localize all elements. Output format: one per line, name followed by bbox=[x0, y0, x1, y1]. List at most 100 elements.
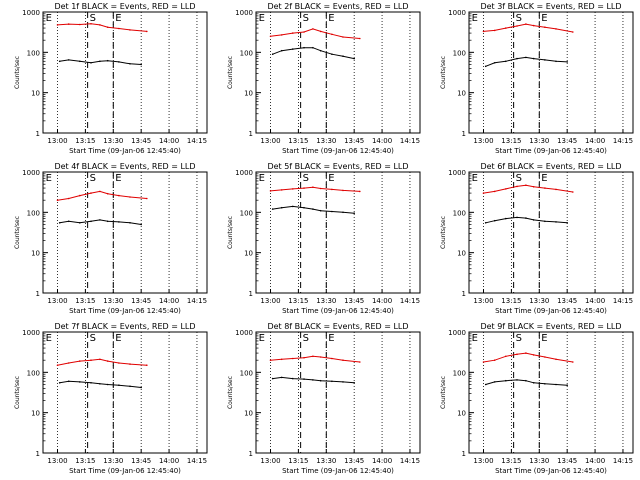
plot-frame bbox=[255, 171, 421, 294]
lld-data-point bbox=[331, 33, 333, 36]
x-tick-label: 13:00 bbox=[47, 297, 67, 305]
lld-data-point bbox=[482, 30, 485, 33]
lld-data-point bbox=[280, 358, 283, 361]
y-axis-label: Counts/sec bbox=[227, 216, 234, 249]
x-tick-label: 13:00 bbox=[473, 457, 493, 465]
events-data-point bbox=[525, 379, 527, 382]
events-data-point bbox=[319, 379, 322, 382]
y-tick-label: 1 bbox=[462, 130, 466, 138]
events-data-point bbox=[312, 208, 314, 210]
lld-data-point bbox=[572, 361, 574, 363]
events-data-point bbox=[106, 59, 109, 62]
lld-series-line bbox=[57, 190, 147, 201]
events-data-point bbox=[505, 217, 507, 220]
x-tick-label: 14:00 bbox=[159, 137, 179, 145]
chart-panel-3: Det 3f BLACK = Events, RED = LLD 1 10 100 10… bbox=[440, 2, 634, 155]
events-data-point bbox=[99, 383, 101, 385]
y-tick-label: 100 bbox=[27, 209, 40, 217]
x-tick-label: 13:30 bbox=[529, 297, 549, 305]
lld-data-point bbox=[516, 25, 518, 27]
x-tick-label: 14:15 bbox=[187, 297, 207, 305]
lld-data-point bbox=[67, 197, 70, 200]
events-data-point bbox=[342, 381, 344, 383]
lld-data-point bbox=[312, 186, 314, 188]
events-data-point bbox=[516, 216, 518, 219]
y-tick-label: 10 bbox=[244, 90, 253, 98]
events-data-point bbox=[79, 381, 81, 383]
lld-data-point bbox=[342, 359, 344, 361]
lld-data-point bbox=[544, 26, 546, 29]
y-tick-label: 1 bbox=[462, 290, 466, 298]
lld-data-point bbox=[106, 360, 109, 362]
x-tick-label: 13:30 bbox=[529, 137, 549, 145]
events-data-point bbox=[140, 386, 142, 389]
marker-label: E bbox=[115, 13, 121, 24]
events-data-point bbox=[271, 208, 274, 210]
x-axis-label: Start Time (09-Jan-06 12:45:40) bbox=[69, 307, 181, 315]
chart-panel-6: Det 6f BLACK = Events, RED = LLD 1 10 100 10… bbox=[440, 162, 634, 315]
lld-data-point bbox=[319, 30, 322, 33]
x-tick-label: 14:15 bbox=[613, 137, 633, 145]
chart-panel-5: Det 5f BLACK = Events, RED = LLD 1 10 100 10… bbox=[227, 162, 421, 315]
x-axis-label: Start Time (09-Jan-06 12:45:40) bbox=[495, 467, 607, 475]
lld-data-point bbox=[331, 188, 333, 191]
chart-panel-8: Det 8f BLACK = Events, RED = LLD 1 10 100 10… bbox=[227, 322, 421, 475]
lld-data-point bbox=[532, 24, 535, 27]
lld-data-point bbox=[269, 35, 272, 38]
lld-data-point bbox=[525, 184, 527, 186]
lld-data-point bbox=[505, 188, 507, 190]
events-data-point bbox=[118, 384, 120, 386]
x-tick-label: 14:15 bbox=[613, 297, 633, 305]
lld-data-point bbox=[292, 188, 294, 190]
x-axis-label: Start Time (09-Jan-06 12:45:40) bbox=[69, 147, 181, 155]
chart-title: Det 7f BLACK = Events, RED = LLD bbox=[54, 322, 195, 331]
events-data-point bbox=[312, 46, 314, 49]
lld-data-point bbox=[90, 192, 92, 194]
events-data-point bbox=[292, 205, 294, 208]
events-data-point bbox=[118, 61, 120, 63]
y-tick-label: 100 bbox=[27, 369, 40, 377]
lld-data-point bbox=[146, 30, 148, 33]
y-axis-label: Counts/sec bbox=[14, 216, 21, 249]
lld-data-point bbox=[555, 28, 557, 30]
events-data-point bbox=[99, 219, 101, 221]
x-tick-label: 13:15 bbox=[75, 137, 95, 145]
lld-data-point bbox=[79, 194, 81, 197]
lld-data-point bbox=[359, 361, 361, 363]
chart-title: Det 5f BLACK = Events, RED = LLD bbox=[267, 162, 408, 171]
events-data-point bbox=[58, 382, 61, 384]
lld-data-point bbox=[359, 190, 361, 193]
x-tick-label: 13:30 bbox=[316, 137, 336, 145]
lld-data-point bbox=[67, 362, 70, 364]
x-tick-label: 14:15 bbox=[400, 137, 420, 145]
y-tick-label: 1000 bbox=[22, 9, 40, 17]
events-data-point bbox=[544, 383, 546, 385]
lld-data-point bbox=[525, 23, 527, 25]
y-axis-label: Counts/sec bbox=[227, 56, 234, 89]
x-tick-label: 13:45 bbox=[344, 137, 364, 145]
lld-data-point bbox=[544, 356, 546, 358]
lld-data-point bbox=[342, 189, 344, 192]
chart-title: Det 6f BLACK = Events, RED = LLD bbox=[480, 162, 621, 171]
plot-frame bbox=[42, 331, 208, 454]
x-tick-label: 14:00 bbox=[372, 137, 392, 145]
events-data-point bbox=[493, 381, 496, 383]
lld-data-point bbox=[493, 29, 496, 32]
lld-data-point bbox=[146, 364, 148, 366]
lld-data-point bbox=[319, 187, 322, 190]
lld-data-point bbox=[493, 190, 496, 193]
chart-title: Det 2f BLACK = Events, RED = LLD bbox=[267, 2, 408, 11]
x-tick-label: 13:00 bbox=[260, 297, 280, 305]
lld-series-line bbox=[483, 184, 573, 194]
lld-data-point bbox=[56, 24, 59, 26]
marker-label: S bbox=[516, 173, 522, 184]
lld-series-line bbox=[270, 186, 360, 192]
y-tick-label: 10 bbox=[457, 410, 466, 418]
marker-label: E bbox=[328, 333, 334, 344]
chart-title: Det 3f BLACK = Events, RED = LLD bbox=[480, 2, 621, 11]
y-tick-label: 1000 bbox=[235, 9, 253, 17]
events-data-point bbox=[555, 383, 557, 386]
lld-data-point bbox=[99, 358, 101, 361]
x-tick-label: 14:00 bbox=[585, 297, 605, 305]
events-data-point bbox=[505, 379, 507, 382]
